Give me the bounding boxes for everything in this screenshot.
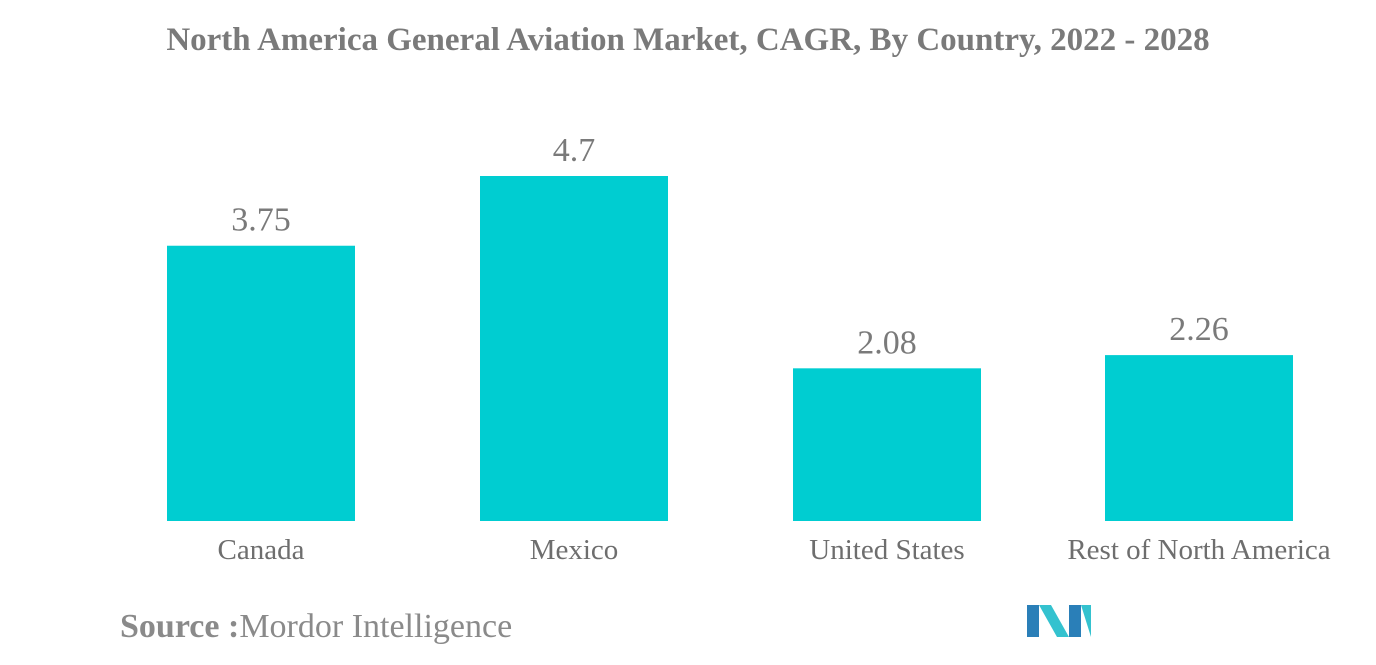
category-label-mexico: Mexico bbox=[530, 534, 619, 566]
bar-chart: 3.75 Canada 4.7 Mexico 2.08 United States 2.26… bbox=[167, 132, 1331, 566]
source-text: Mordor Intelligence bbox=[239, 608, 513, 645]
bar-rest-of-north-america bbox=[1105, 355, 1293, 521]
source-note: Source :Mordor Intelligence bbox=[120, 607, 512, 647]
category-label-united-states: United States bbox=[809, 534, 964, 566]
chart-title: North America General Aviation Market, C… bbox=[166, 22, 1210, 58]
data-label-rest-of-north-america: 2.26 bbox=[1169, 311, 1229, 348]
bar-mexico bbox=[480, 176, 668, 521]
bar-united-states bbox=[793, 368, 981, 521]
data-label-mexico: 4.7 bbox=[553, 132, 596, 169]
bar-canada bbox=[167, 245, 355, 521]
category-label-canada: Canada bbox=[218, 534, 305, 566]
data-label-united-states: 2.08 bbox=[857, 324, 917, 361]
source-label: Source : bbox=[120, 608, 240, 645]
data-label-canada: 3.75 bbox=[231, 202, 291, 239]
mordor-intelligence-logo-icon bbox=[1027, 605, 1091, 637]
category-label-rest-of-north-america: Rest of North America bbox=[1067, 534, 1330, 566]
